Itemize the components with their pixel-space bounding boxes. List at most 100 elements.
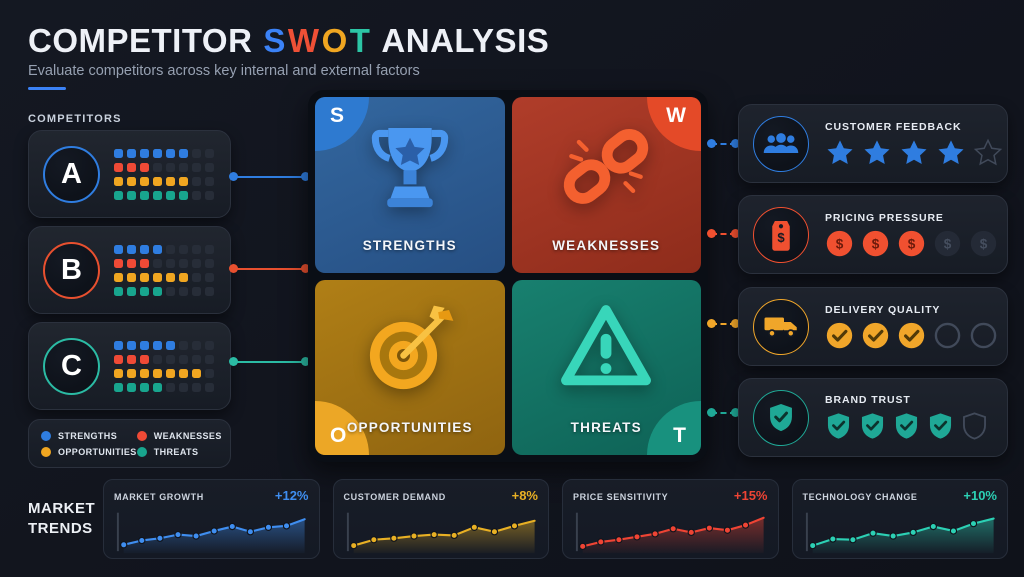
trend-change: +10% xyxy=(963,488,997,503)
title-underline xyxy=(28,87,66,90)
competitor-b-avatar: B xyxy=(43,241,100,299)
metric-card-brand-trust: BRAND TRUST xyxy=(738,378,1008,457)
dollar-coin-icon: $ xyxy=(862,230,889,256)
dollar-coin-icon: $ xyxy=(970,230,997,256)
legend-dot-icon xyxy=(136,446,147,457)
trophy-icon xyxy=(371,127,448,207)
trend-row: MARKET GROWTH +12% CUSTOMER DEMAND +8% xyxy=(103,479,1008,559)
trend-change: +15% xyxy=(733,488,768,503)
connector-brand-trust xyxy=(707,408,740,417)
legend-label: WEAKNESSES xyxy=(153,430,222,441)
legend-dot-icon xyxy=(41,446,51,457)
title-suffix: ANALYSIS xyxy=(381,22,550,59)
trend-card-customer-demand: CUSTOMER DEMAND +8% xyxy=(332,479,549,559)
trend-change: +12% xyxy=(274,488,309,503)
legend-item: THREATS xyxy=(136,446,222,457)
competitors-heading: COMPETITORS xyxy=(28,113,122,125)
score-row-weaknesses xyxy=(114,354,214,364)
metric-label: DELIVERY QUALITY xyxy=(825,303,941,316)
trend-card-technology-change: TECHNOLOGY CHANGE +10% xyxy=(791,479,1008,559)
quadrant-threats: T THREATS xyxy=(511,279,701,455)
check-circle-icon xyxy=(898,322,925,348)
empty-circle-icon xyxy=(970,322,997,348)
legend-item: STRENGTHS xyxy=(41,430,137,441)
shield-check-icon xyxy=(895,413,918,439)
metric-card-pricing-pressure: $ PRICING PRESSURE $ $ $ $ $ xyxy=(738,195,1008,274)
legend-dot-icon xyxy=(41,430,51,441)
shield-rating xyxy=(825,411,988,441)
star-icon xyxy=(864,140,890,164)
competitor-a-avatar: A xyxy=(43,145,100,203)
star-rating xyxy=(825,138,1003,166)
shield-check-icon xyxy=(929,413,952,439)
dollar-coin-icon: $ xyxy=(934,230,961,256)
price-sensitivity-sparkline xyxy=(573,505,768,555)
technology-change-sparkline xyxy=(803,505,998,555)
warning-triangle-icon xyxy=(561,305,652,386)
page-title: COMPETITOR SWOT ANALYSIS xyxy=(28,22,549,60)
market-trends-heading: MARKET TRENDS xyxy=(28,500,96,537)
check-circle-icon xyxy=(826,322,853,348)
svg-text:$: $ xyxy=(836,236,844,251)
connector-pricing-pressure xyxy=(707,229,740,238)
shield-check-icon xyxy=(827,413,850,439)
check-rating xyxy=(825,321,998,350)
market-growth-sparkline xyxy=(114,505,309,555)
score-row-threats xyxy=(114,382,214,392)
badge-s: S xyxy=(315,97,369,151)
svg-text:$: $ xyxy=(872,236,880,251)
star-icon xyxy=(827,140,853,164)
score-row-threats xyxy=(114,190,214,200)
metric-card-customer-feedback: CUSTOMER FEEDBACK xyxy=(738,104,1008,183)
competitor-card-c: C xyxy=(28,322,231,410)
truck-icon xyxy=(764,317,797,338)
score-row-weaknesses xyxy=(114,162,214,172)
people-icon xyxy=(763,132,799,153)
legend-label: OPPORTUNITIES xyxy=(58,446,137,457)
quadrant-weaknesses: W WEAKNESSES xyxy=(511,97,701,273)
trend-title: CUSTOMER DEMAND xyxy=(343,492,446,502)
delivery-quality-icon-ring xyxy=(753,298,809,355)
trend-card-price-sensitivity: PRICE SENSITIVITY +15% xyxy=(562,479,779,559)
quadrant-weaknesses-label: WEAKNESSES xyxy=(552,237,661,253)
competitor-card-a: A xyxy=(28,130,231,218)
legend-dot-icon xyxy=(136,430,147,441)
competitor-card-b: B xyxy=(28,226,231,314)
quadrant-strengths: S STRENGTHS xyxy=(315,97,505,273)
swot-grid: S STRENGTHS W xyxy=(308,90,708,462)
competitor-c-label: C xyxy=(61,349,82,382)
star-icon xyxy=(973,138,1003,166)
score-row-threats xyxy=(114,286,214,296)
title-letter-o: O xyxy=(321,22,348,59)
competitor-c-avatar: C xyxy=(43,337,100,395)
score-row-opportunities xyxy=(114,272,214,282)
score-row-opportunities xyxy=(114,368,214,378)
trend-title: PRICE SENSITIVITY xyxy=(573,492,669,502)
svg-text:$: $ xyxy=(980,236,988,251)
connector-competitor-b xyxy=(229,264,310,273)
quadrant-threats-label: THREATS xyxy=(570,420,642,435)
star-icon xyxy=(938,140,964,164)
score-row-weaknesses xyxy=(114,258,214,268)
trend-card-market-growth: MARKET GROWTH +12% xyxy=(103,479,320,559)
trend-change: +8% xyxy=(511,488,538,503)
trend-title: MARKET GROWTH xyxy=(114,492,204,502)
metric-label: PRICING PRESSURE xyxy=(825,211,944,224)
empty-circle-icon xyxy=(934,322,961,348)
title-letter-w: W xyxy=(287,22,320,59)
score-row-strengths xyxy=(114,148,214,158)
broken-chain-icon xyxy=(564,128,649,204)
legend-item: WEAKNESSES xyxy=(136,430,222,441)
connector-delivery-quality xyxy=(707,319,740,328)
svg-text:$: $ xyxy=(777,230,785,245)
coin-rating: $ $ $ $ $ xyxy=(825,229,998,258)
shield-check-icon xyxy=(861,413,884,439)
score-row-strengths xyxy=(114,340,214,350)
shield-icon xyxy=(770,403,792,432)
quadrant-strengths-label: STRENGTHS xyxy=(362,237,457,253)
price-tag-icon: $ xyxy=(772,220,790,251)
metric-card-delivery-quality: DELIVERY QUALITY xyxy=(738,287,1008,366)
star-icon xyxy=(901,140,927,164)
trend-title: TECHNOLOGY CHANGE xyxy=(802,492,918,502)
competitor-a-score-matrix xyxy=(114,148,214,200)
